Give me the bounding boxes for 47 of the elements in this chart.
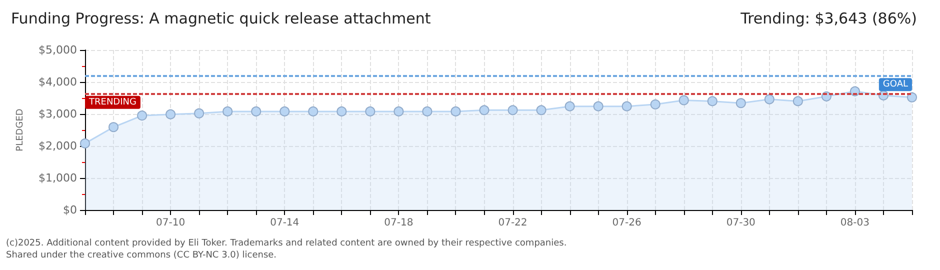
y-tick-label: $2,000	[38, 140, 77, 152]
y-tick-label: $4,000	[38, 76, 77, 88]
point	[736, 98, 746, 108]
point	[707, 96, 718, 106]
x-tick-label: 07-30	[726, 218, 756, 228]
point	[108, 122, 119, 132]
x-tick-label: 07-26	[612, 218, 642, 228]
ref-line-label: TRENDING	[88, 97, 136, 108]
point	[280, 106, 290, 116]
point	[80, 138, 90, 148]
point	[622, 101, 632, 112]
point	[365, 106, 376, 116]
point	[308, 106, 318, 116]
x-tick-label: 07-22	[498, 218, 528, 228]
x-tick-label: 07-10	[156, 218, 186, 228]
point	[479, 105, 490, 116]
point	[907, 92, 917, 102]
point	[764, 94, 774, 104]
point	[678, 95, 689, 106]
chart-title: Funding Progress: A magnetic quick release attachment	[11, 10, 431, 28]
text: Shared under the creative commons (CC BY-NC 3.0) license.	[6, 250, 277, 260]
x-tick-label: 08-03	[840, 218, 870, 228]
chart-subtitle: Trending: $3,643 (86%)	[740, 10, 918, 28]
y-tick-label: $5,000	[38, 44, 77, 56]
point	[792, 96, 803, 106]
point	[536, 105, 546, 116]
point	[194, 108, 204, 118]
point	[251, 106, 262, 116]
point	[137, 110, 148, 121]
point	[564, 101, 575, 112]
y-tick-label: $1,000	[38, 172, 77, 184]
point	[394, 106, 404, 116]
ref-line-label: GOAL	[882, 80, 908, 90]
y-tick-label: $3,000	[38, 108, 77, 120]
point	[650, 99, 660, 110]
point	[593, 101, 604, 112]
point	[166, 109, 176, 120]
point	[336, 106, 347, 116]
text: (c)2025. Additional content provided by Eli Toker. Trademarks and related content are owned by their respective companies.	[6, 238, 567, 248]
point	[508, 105, 518, 116]
point	[222, 106, 233, 116]
y-axis-title: PLEDGED	[16, 108, 26, 152]
x-tick-label: 07-14	[270, 218, 300, 228]
x-tick-label: 07-18	[384, 218, 414, 228]
point	[450, 106, 461, 116]
y-tick-label: $0	[63, 204, 77, 216]
point	[422, 106, 432, 116]
